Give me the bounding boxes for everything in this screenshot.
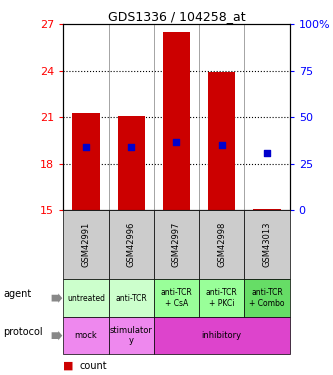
Text: GSM43013: GSM43013 (262, 222, 272, 267)
Text: protocol: protocol (3, 327, 43, 337)
Text: anti-TCR
+ CsA: anti-TCR + CsA (161, 288, 192, 308)
Bar (72, 112, 100, 210)
Text: GSM42998: GSM42998 (217, 222, 226, 267)
Point (219, 142, 224, 148)
Bar (253, 209, 281, 210)
Title: GDS1336 / 104258_at: GDS1336 / 104258_at (108, 10, 245, 23)
Bar (163, 32, 190, 210)
Text: count: count (80, 361, 108, 370)
Text: agent: agent (3, 290, 32, 299)
Text: GSM42997: GSM42997 (172, 222, 181, 267)
Text: anti-TCR: anti-TCR (115, 294, 147, 303)
Text: GSM42991: GSM42991 (81, 222, 91, 267)
Text: stimulator
y: stimulator y (110, 326, 153, 345)
Text: GSM42996: GSM42996 (127, 222, 136, 267)
Bar (118, 116, 145, 210)
Bar (208, 72, 235, 210)
Text: mock: mock (75, 331, 97, 340)
Text: inhibitory: inhibitory (202, 331, 242, 340)
Point (174, 139, 179, 145)
Text: ■: ■ (63, 361, 74, 370)
Point (264, 150, 270, 156)
Point (83, 144, 89, 150)
Text: anti-TCR
+ PKCi: anti-TCR + PKCi (206, 288, 238, 308)
Point (129, 144, 134, 150)
Text: untreated: untreated (67, 294, 105, 303)
Text: anti-TCR
+ Combo: anti-TCR + Combo (249, 288, 285, 308)
